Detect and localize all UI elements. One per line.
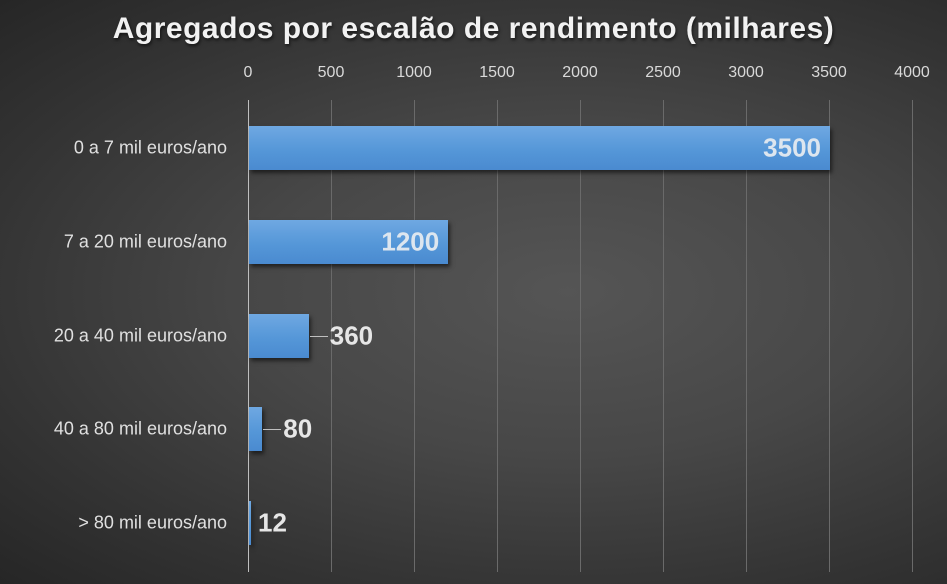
- gridline: [663, 100, 664, 572]
- x-tick-label: 500: [317, 64, 345, 81]
- gridline: [497, 100, 498, 572]
- gridline: [746, 100, 747, 572]
- x-tick-label: 1000: [396, 64, 432, 81]
- gridline: [829, 100, 830, 572]
- x-tick-label: 2500: [645, 64, 681, 81]
- bar: [249, 126, 830, 170]
- gridline: [580, 100, 581, 572]
- x-tick-label: 1500: [479, 64, 515, 81]
- leader-line: [263, 429, 282, 430]
- bar: [249, 407, 263, 451]
- x-tick-label: 0: [243, 64, 253, 81]
- leader-line: [309, 336, 328, 337]
- gridline: [912, 100, 913, 572]
- x-tick-label: 3000: [728, 64, 764, 81]
- category-label: 40 a 80 mil euros/ano: [53, 418, 227, 439]
- bar: [249, 314, 309, 358]
- x-tick-label: 3500: [811, 64, 847, 81]
- data-label: 360: [329, 320, 374, 351]
- x-tick-label: 2000: [562, 64, 598, 81]
- data-label: 1200: [381, 226, 440, 257]
- data-label: 80: [283, 413, 313, 444]
- category-label: 20 a 40 mil euros/ano: [53, 325, 227, 346]
- category-label: > 80 mil euros/ano: [78, 512, 227, 533]
- category-label: 0 a 7 mil euros/ano: [73, 137, 227, 158]
- category-label: 7 a 20 mil euros/ano: [63, 231, 227, 252]
- chart-title: Agregados por escalão de rendimento (mil…: [112, 12, 835, 45]
- data-label: 12: [258, 507, 287, 538]
- gridline: [414, 100, 415, 572]
- gridline: [331, 100, 332, 572]
- y-axis-line: [248, 100, 249, 572]
- bar: [249, 501, 251, 545]
- bar: [249, 220, 449, 264]
- data-label: 3500: [763, 132, 821, 163]
- x-tick-label: 4000: [894, 64, 930, 81]
